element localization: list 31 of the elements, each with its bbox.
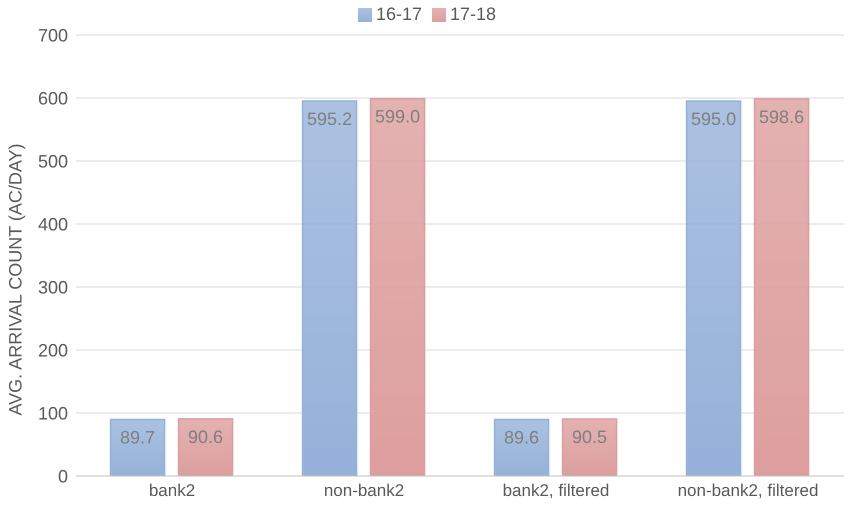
bar: [178, 418, 234, 476]
data-label: 595.0: [691, 109, 736, 130]
y-tick-label: 200: [38, 340, 68, 360]
legend-label: 16-17: [376, 4, 422, 24]
y-tick-label: 600: [38, 88, 68, 108]
bar: [686, 100, 742, 476]
x-tick-label: bank2: [148, 481, 196, 500]
y-axis-title: AVG. ARRIVAL COUNT (AC/DAY): [5, 143, 26, 416]
x-tick-label: non-bank2: [324, 481, 404, 500]
data-label: 595.2: [307, 109, 352, 130]
data-label: 90.6: [188, 426, 224, 447]
x-tick-label: bank2, filtered: [502, 481, 610, 500]
x-tick-label: non-bank2, filtered: [678, 481, 818, 500]
bar: [110, 418, 166, 476]
legend-label: 17-18: [450, 4, 496, 24]
data-label: 598.6: [759, 106, 804, 127]
bar: [494, 418, 550, 476]
data-label: 89.6: [504, 428, 540, 448]
data-label: 90.5: [572, 426, 608, 447]
y-tick-label: 300: [38, 277, 68, 298]
bar: [754, 98, 810, 476]
y-tick-label: 700: [38, 25, 68, 46]
data-label: 599.0: [375, 106, 420, 127]
data-label: 89.7: [120, 427, 156, 448]
bar: [370, 98, 426, 476]
bar: [562, 418, 618, 476]
y-tick-label: 500: [38, 151, 68, 172]
y-tick-label: 100: [38, 403, 68, 424]
y-tick-label: 0: [58, 466, 68, 486]
bar: [302, 100, 358, 476]
y-tick-label: 400: [38, 214, 68, 234]
